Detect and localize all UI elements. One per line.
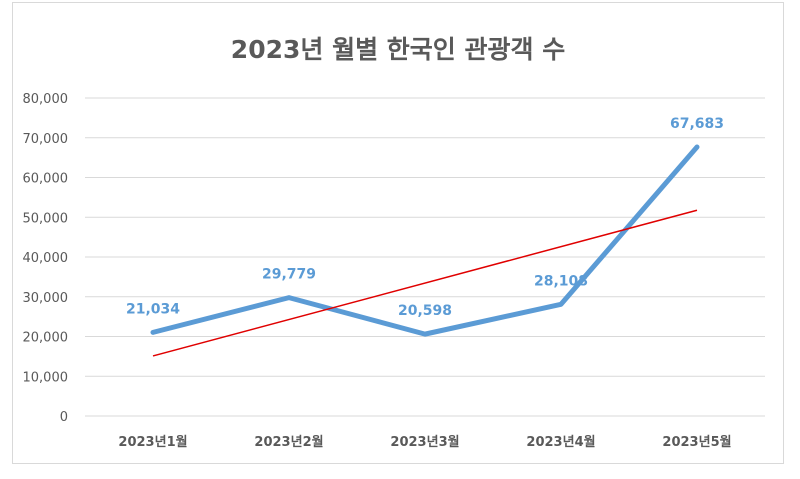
y-tick-label: 20,000 [23,331,69,346]
x-tick-label: 2023년2월 [254,434,323,450]
data-label: 21,034 [126,301,180,317]
y-tick-label: 0 [60,410,68,425]
y-tick-label: 60,000 [23,172,69,187]
x-tick-label: 2023년3월 [390,434,459,450]
x-tick-label: 2023년5월 [662,434,731,450]
trendline [152,209,698,357]
data-label: 29,779 [262,267,316,283]
y-tick-label: 70,000 [23,132,69,147]
chart-title: 2023년 월별 한국인 관광객 수 [231,35,565,64]
y-tick-label: 10,000 [23,370,69,385]
x-tick-label: 2023년4월 [526,434,595,450]
series-line [150,144,700,337]
y-tick-label: 30,000 [23,291,69,306]
x-tick-label: 2023년1월 [118,434,187,450]
data-label: 20,598 [398,303,452,319]
y-tick-label: 40,000 [23,251,69,266]
y-tick-label: 80,000 [23,92,69,107]
y-tick-label: 50,000 [23,211,69,226]
data-label: 67,683 [670,116,724,132]
chart-frame [12,2,784,464]
